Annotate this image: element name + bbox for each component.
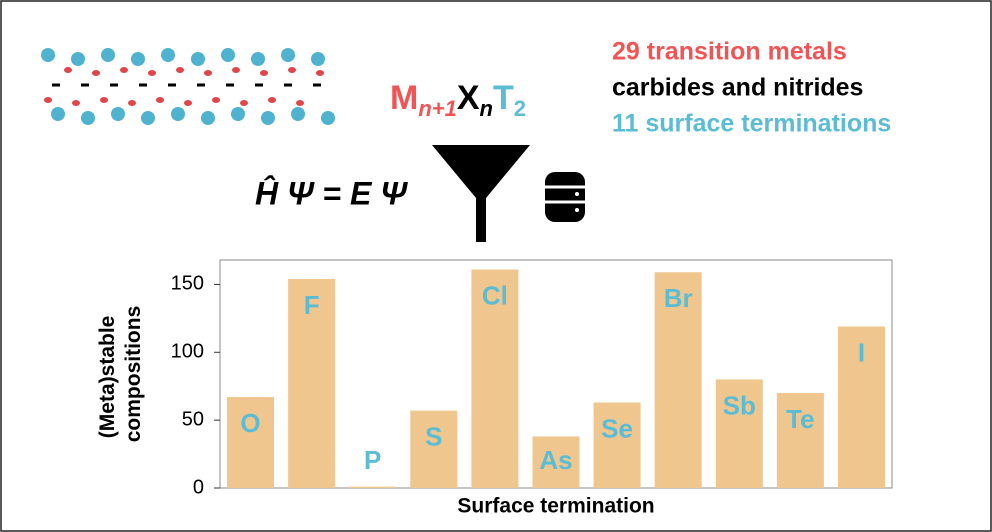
atom-bottom — [81, 111, 95, 125]
atom-bottom — [291, 107, 305, 121]
formula-m: M — [390, 79, 418, 117]
atom-bottom — [321, 111, 335, 125]
bar-category-label: Sb — [723, 390, 756, 420]
bar — [715, 379, 763, 488]
atom-mid — [296, 100, 304, 106]
y-tick-label: 50 — [182, 408, 204, 430]
atom-mid — [120, 67, 128, 73]
atom-bottom — [171, 107, 185, 121]
bar-category-label: P — [364, 445, 381, 475]
x-axis-label: Surface termination — [457, 495, 654, 518]
formula: Mn+1XnT2 — [390, 79, 526, 121]
bar — [837, 326, 885, 488]
atom-top — [101, 48, 115, 62]
atom-mid — [156, 97, 164, 103]
formula-t-sub: 2 — [514, 96, 526, 121]
atom-bottom — [231, 107, 245, 121]
funnel — [432, 145, 530, 242]
db-dot — [575, 192, 579, 196]
atom-mid — [316, 70, 324, 76]
equation: Ĥ Ψ = E Ψ — [255, 175, 408, 211]
formula-x: X — [457, 79, 480, 117]
atom-mid — [176, 67, 184, 73]
atom-top — [251, 52, 265, 66]
atom-mid — [288, 67, 296, 73]
atom-mid — [100, 97, 108, 103]
y-tick-label: 100 — [171, 341, 204, 363]
atom-top — [311, 52, 325, 66]
atom-top — [191, 52, 205, 66]
atom-bottom — [51, 107, 65, 121]
atom-mid — [232, 67, 240, 73]
atom-mid — [92, 70, 100, 76]
structure-illustration — [41, 48, 335, 125]
db-dot — [575, 208, 579, 212]
atom-mid — [128, 100, 136, 106]
atom-mid — [212, 97, 220, 103]
bar — [288, 279, 336, 488]
info-line: 11 surface terminations — [612, 110, 891, 138]
y-tick-label: 0 — [193, 476, 204, 498]
bar-category-label: Br — [664, 283, 693, 313]
y-tick-label: 150 — [171, 273, 204, 295]
atom-top — [161, 48, 175, 62]
bar — [227, 397, 275, 488]
atom-mid — [240, 100, 248, 106]
atom-top — [131, 52, 145, 66]
db-body — [545, 172, 585, 222]
bar-category-label: S — [425, 422, 442, 452]
bar-category-label: Te — [786, 404, 814, 434]
bar-category-label: As — [539, 445, 572, 475]
info-line: carbides and nitrides — [612, 74, 863, 102]
atom-mid — [260, 70, 268, 76]
bar-category-label: I — [858, 337, 865, 367]
y-label-line: compositions — [122, 306, 145, 443]
atom-mid — [204, 70, 212, 76]
formula-t: T — [493, 79, 514, 117]
bar — [410, 410, 458, 488]
bar — [776, 393, 824, 488]
atom-top — [71, 52, 85, 66]
formula-x-sub: n — [480, 96, 493, 121]
bar — [471, 269, 519, 488]
bar-category-label: F — [304, 290, 320, 320]
atom-bottom — [201, 111, 215, 125]
y-label-line: (Meta)stable — [96, 316, 119, 439]
atom-mid — [184, 100, 192, 106]
bar — [654, 272, 702, 488]
bar — [532, 436, 580, 488]
formula-m-sub: n+1 — [418, 96, 457, 121]
bar-category-label: Cl — [482, 280, 508, 310]
atom-bottom — [111, 107, 125, 121]
atom-mid — [72, 100, 80, 106]
atom-bottom — [141, 111, 155, 125]
bar-category-label: O — [240, 408, 260, 438]
atom-mid — [268, 97, 276, 103]
atom-mid — [44, 97, 52, 103]
atom-top — [281, 48, 295, 62]
info-line: 29 transition metals — [612, 38, 847, 66]
atom-bottom — [261, 111, 275, 125]
bar-category-label: Se — [601, 413, 633, 443]
atom-mid — [64, 67, 72, 73]
y-axis-label: (Meta)stable compositions — [96, 306, 145, 443]
atom-mid — [148, 70, 156, 76]
atom-top — [41, 48, 55, 62]
bar — [593, 402, 641, 488]
atom-top — [221, 48, 235, 62]
database-icon — [545, 172, 585, 222]
bar — [349, 486, 397, 488]
